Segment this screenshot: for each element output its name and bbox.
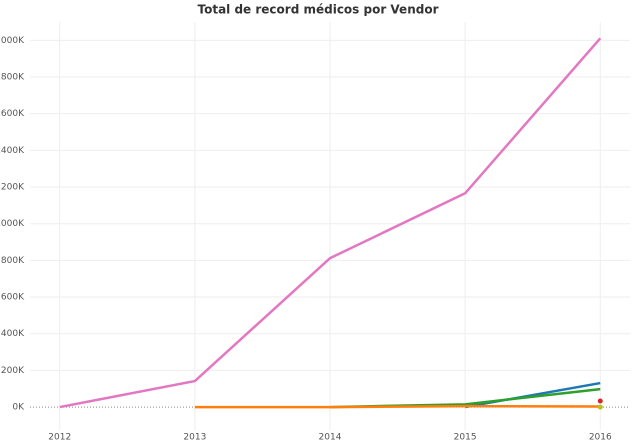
y-tick-label: 1800K bbox=[0, 73, 25, 83]
y-tick-label: 2000K bbox=[0, 36, 25, 46]
series-line bbox=[59, 37, 602, 409]
y-tick-label: 1000K bbox=[0, 219, 25, 229]
y-tick-label: 1200K bbox=[0, 183, 25, 193]
x-tick-label: 2013 bbox=[183, 433, 206, 443]
chart-title: Total de record médicos por Vendor bbox=[198, 3, 439, 17]
y-tick-label: 1400K bbox=[0, 146, 25, 156]
series-line bbox=[464, 381, 601, 409]
y-tick-label: 800K bbox=[1, 256, 25, 266]
y-tick-label: 200K bbox=[1, 366, 25, 376]
x-tick-label: 2014 bbox=[319, 433, 342, 443]
y-tick-label: 400K bbox=[1, 329, 25, 339]
x-tick-label: 2015 bbox=[454, 433, 477, 443]
y-tick-label: 600K bbox=[1, 293, 25, 303]
y-tick-label: 1600K bbox=[0, 109, 25, 119]
series-line bbox=[194, 404, 601, 409]
y-tick-label: 0K bbox=[12, 403, 25, 413]
x-tick-label: 2016 bbox=[589, 433, 612, 443]
x-tick-label: 2012 bbox=[48, 433, 71, 443]
data-point bbox=[597, 398, 603, 404]
data-point bbox=[597, 404, 603, 410]
